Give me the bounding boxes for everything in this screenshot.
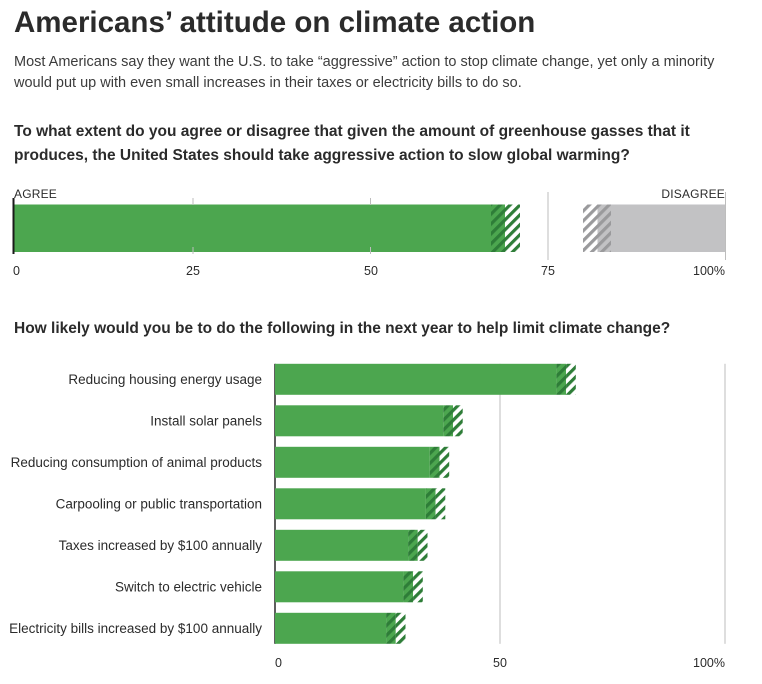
svg-text:Switch to electric vehicle: Switch to electric vehicle — [115, 579, 262, 594]
svg-text:75: 75 — [541, 264, 555, 278]
svg-text:50: 50 — [493, 656, 507, 670]
svg-text:25: 25 — [186, 264, 200, 278]
svg-text:50: 50 — [364, 264, 378, 278]
svg-text:0: 0 — [13, 264, 20, 278]
svg-text:Reducing housing energy usage: Reducing housing energy usage — [68, 372, 262, 387]
svg-text:Taxes increased by $100 annual: Taxes increased by $100 annually — [59, 538, 263, 553]
svg-text:Reducing consumption of animal: Reducing consumption of animal products — [11, 455, 263, 470]
svg-text:0: 0 — [275, 656, 282, 670]
svg-text:Install solar panels: Install solar panels — [150, 413, 262, 428]
svg-text:100%: 100% — [693, 264, 725, 278]
svg-text:100%: 100% — [693, 656, 725, 670]
svg-text:Carpooling or public transport: Carpooling or public transportation — [56, 496, 262, 511]
svg-text:Electricity bills increased by: Electricity bills increased by $100 annu… — [9, 621, 262, 636]
